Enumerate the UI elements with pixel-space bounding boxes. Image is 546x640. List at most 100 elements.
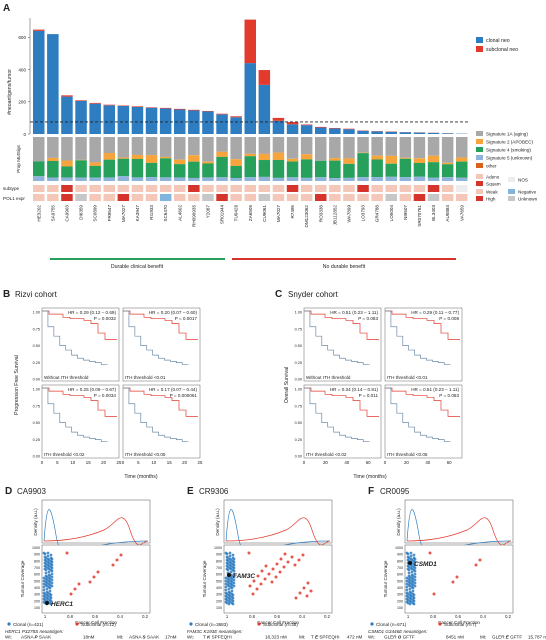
km-frame: [122, 307, 201, 382]
bar-clonal: [385, 131, 397, 134]
subclonal-point: [88, 580, 92, 584]
km-frame: [384, 307, 463, 382]
coverage-ytick-label: 100: [216, 606, 222, 610]
neo-mt-seq: GLER E GFTF: [492, 635, 522, 640]
bar-clonal: [258, 84, 271, 134]
km-curve-low: [385, 310, 451, 365]
sig-segment: [188, 177, 200, 181]
clonal-point: [48, 574, 52, 578]
clonal-point: [407, 571, 411, 575]
coverage-ytick-label: 500: [34, 579, 40, 583]
legend-clonal-dot: [370, 622, 374, 626]
km-ytick-label: 1.00: [295, 388, 302, 392]
pdl1-legend-weak: Weak: [486, 190, 498, 195]
sig-segment: [244, 153, 256, 157]
neo-wt-seq: T K SPFEQHI: [203, 635, 232, 640]
clonal-point: [228, 600, 232, 604]
panel-a-bars: [33, 19, 468, 135]
legend-clonal-label: Clonal (n=3683): [195, 622, 228, 627]
pdl1-cell: [244, 194, 256, 201]
pdl1-cell: [145, 194, 158, 201]
km-ytick-label: 0.25: [33, 361, 40, 365]
coverage-ylabel: Tumour Coverage: [202, 560, 207, 597]
km-ytick-label: 0.75: [295, 327, 302, 331]
panel-b-ylabel: Progression Free Survival: [14, 355, 20, 415]
bar-clonal: [300, 125, 313, 134]
clonal-point: [226, 565, 230, 569]
subtype-cell: [89, 185, 101, 192]
sig-segment: [258, 160, 271, 177]
coverage-ytick-label: 400: [216, 586, 222, 590]
pdl1-legend-high: High: [486, 197, 496, 202]
clonal-point: [42, 585, 46, 589]
clonal-point: [413, 566, 417, 570]
km-pvalue: P = 0.008: [439, 316, 459, 321]
sample-name: LO3793: [361, 205, 366, 222]
neo-mt-seq: ASNA S SAAK: [129, 635, 160, 640]
clonal-point: [226, 559, 230, 563]
subtype-cell: [399, 185, 412, 192]
km-curve-low: [385, 387, 451, 442]
km-ytick-label: 0.50: [33, 344, 40, 348]
sig-segment: [413, 158, 426, 163]
clonal-point: [230, 589, 234, 593]
km-frame: [122, 384, 201, 459]
sig-segment: [413, 162, 426, 177]
clonal-point: [45, 587, 49, 591]
sig-segment: [385, 176, 397, 181]
pdl1-row: [33, 194, 468, 201]
coverage-ytick-label: 700: [34, 566, 40, 570]
sample-name: SA9755: [50, 205, 55, 222]
bar-subclonal: [174, 108, 186, 110]
panel-a-yticks: 0 200 400 600: [18, 35, 30, 137]
sig-segment: [47, 177, 59, 181]
sig-segment: [427, 137, 440, 156]
clonal-point: [410, 570, 414, 574]
sig-segment: [244, 156, 256, 178]
pdl1-cell: [357, 194, 369, 201]
km-xtick-label: 60: [447, 460, 452, 465]
km-xtick-label: 60: [366, 460, 371, 465]
clonal-point: [228, 551, 232, 555]
clonal-point: [45, 581, 49, 585]
clonal-point: [230, 574, 234, 578]
sig-segment: [131, 159, 144, 178]
bar-clonal: [286, 124, 299, 134]
clonal-point: [406, 592, 410, 596]
sig-segment: [230, 177, 242, 181]
sig-segment: [371, 155, 383, 160]
km-curve-low: [304, 310, 370, 365]
km-ytick-label: 0.00: [295, 455, 302, 459]
clonal-point: [407, 568, 411, 572]
clonal-point: [224, 582, 228, 586]
clonal-point: [232, 557, 236, 561]
panel-a-ylabel: #neoantigens/tumor: [7, 69, 13, 115]
clonal-point: [46, 551, 50, 555]
clonal-point: [227, 578, 231, 582]
km-frame: [303, 307, 382, 382]
clonal-point: [49, 593, 53, 597]
clonal-point: [227, 587, 231, 591]
clonal-point: [44, 556, 48, 560]
clonal-point: [44, 565, 48, 569]
clonal-point: [228, 597, 232, 601]
sig-segment: [230, 159, 242, 166]
no-durable-benefit-label: No durable benefit: [323, 264, 366, 270]
sig-segment: [159, 156, 172, 159]
subclonal-point: [274, 575, 278, 579]
bar-clonal: [357, 130, 369, 134]
panel-c-xlabel: Time (months): [353, 474, 387, 480]
clonal-point: [411, 574, 415, 578]
km-xtick-label: 0: [303, 460, 306, 465]
km-pvalue: P = 0.0032: [94, 316, 117, 321]
subtype-cell: [47, 185, 59, 192]
ccf-xtick-label: 0.4: [117, 614, 123, 619]
sample-name: GR4788: [375, 205, 380, 223]
subclonal-point: [293, 563, 297, 567]
subtype-legend: Adeno Squam NOS Weak High Negative Unkno…: [476, 174, 538, 202]
neoantigen-table: FAM3C K193E neoantigen:Wt: T K SPFEQHI 18,…: [187, 629, 362, 640]
subclonal-point: [286, 560, 290, 564]
subclonal-point: [305, 594, 309, 598]
clonal-point: [413, 560, 417, 564]
km-xtick-label: 25: [198, 460, 203, 465]
